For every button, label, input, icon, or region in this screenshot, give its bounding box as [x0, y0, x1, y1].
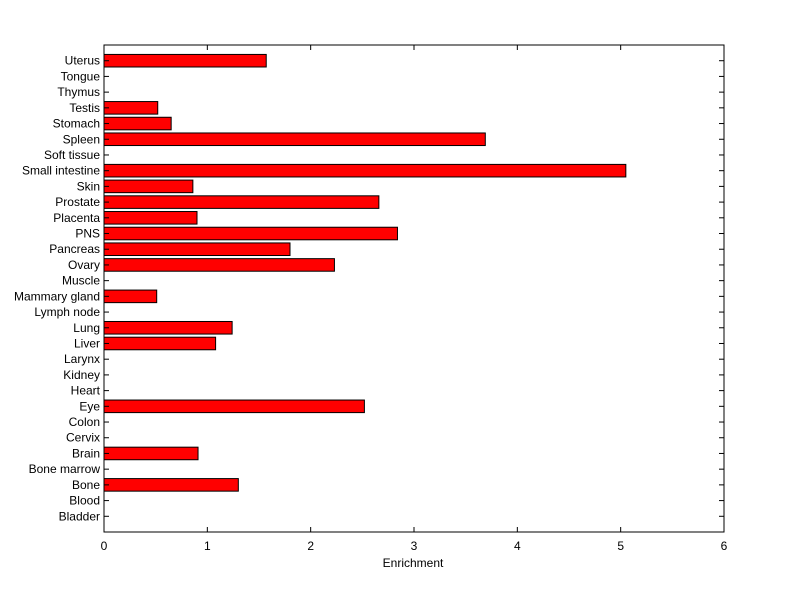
bar-skin: [103, 179, 194, 194]
y-tick-label-lymph-node: Lymph node: [34, 305, 100, 319]
y-tick-label-tongue: Tongue: [61, 69, 101, 83]
y-tick-label-muscle: Muscle: [62, 274, 100, 288]
bar-bone: [103, 478, 239, 492]
bar-liver: [103, 336, 217, 351]
y-tick-label-thymus: Thymus: [57, 85, 100, 99]
y-tick-label-heart: Heart: [71, 384, 101, 398]
y-tick-label-ovary: Ovary: [68, 258, 100, 272]
y-tick-label-blood: Blood: [69, 494, 100, 508]
x-tick-label-2: 2: [307, 539, 314, 553]
x-tick-label-3: 3: [411, 539, 418, 553]
y-tick-label-brain: Brain: [72, 446, 100, 460]
bar-pns: [103, 226, 398, 241]
bar-prostate: [103, 195, 380, 209]
y-tick-label-pancreas: Pancreas: [49, 242, 100, 256]
bar-spleen: [103, 132, 486, 147]
y-tick-label-testis: Testis: [69, 101, 100, 115]
y-tick-label-small-intestine: Small intestine: [22, 164, 100, 178]
bar-testis: [103, 101, 159, 115]
y-tick-label-larynx: Larynx: [64, 352, 100, 366]
x-axis-title: Enrichment: [383, 556, 444, 570]
bar-ovary: [103, 258, 335, 272]
y-tick-label-bone-marrow: Bone marrow: [29, 462, 101, 476]
bar-brain: [103, 446, 199, 461]
y-tick-label-skin: Skin: [77, 179, 100, 193]
y-tick-label-pns: PNS: [75, 227, 100, 241]
y-tick-label-cervix: Cervix: [66, 431, 100, 445]
bar-pancreas: [103, 242, 291, 257]
y-tick-label-soft-tissue: Soft tissue: [44, 148, 100, 162]
y-tick-label-bone: Bone: [72, 478, 100, 492]
y-tick-label-liver: Liver: [74, 336, 100, 350]
y-tick-label-uterus: Uterus: [65, 54, 100, 68]
y-tick-label-kidney: Kidney: [63, 368, 100, 382]
plot-frame: [103, 44, 725, 533]
bar-uterus: [103, 53, 267, 68]
y-tick-label-lung: Lung: [73, 321, 100, 335]
bar-placenta: [103, 211, 198, 225]
y-tick-label-spleen: Spleen: [63, 132, 100, 146]
plot-area: [104, 45, 724, 532]
bar-lung: [103, 320, 233, 335]
bar-small-intestine: [103, 163, 627, 178]
bar-stomach: [103, 116, 172, 131]
bar-eye: [103, 399, 365, 414]
y-tick-label-bladder: Bladder: [59, 509, 100, 523]
y-tick-label-colon: Colon: [69, 415, 100, 429]
y-tick-label-eye: Eye: [79, 399, 100, 413]
x-tick-label-5: 5: [617, 539, 624, 553]
x-tick-label-4: 4: [514, 539, 521, 553]
x-axis: 0 1 2 3 4 5 6: [101, 45, 728, 553]
bar-mammary-gland: [103, 289, 158, 304]
y-tick-label-placenta: Placenta: [53, 211, 100, 225]
y-tick-label-stomach: Stomach: [53, 117, 100, 131]
x-tick-label-6: 6: [721, 539, 728, 553]
y-tick-label-mammary-gland: Mammary gland: [14, 289, 100, 303]
x-tick-label-1: 1: [204, 539, 211, 553]
x-tick-label-0: 0: [101, 539, 108, 553]
y-tick-label-prostate: Prostate: [55, 195, 100, 209]
